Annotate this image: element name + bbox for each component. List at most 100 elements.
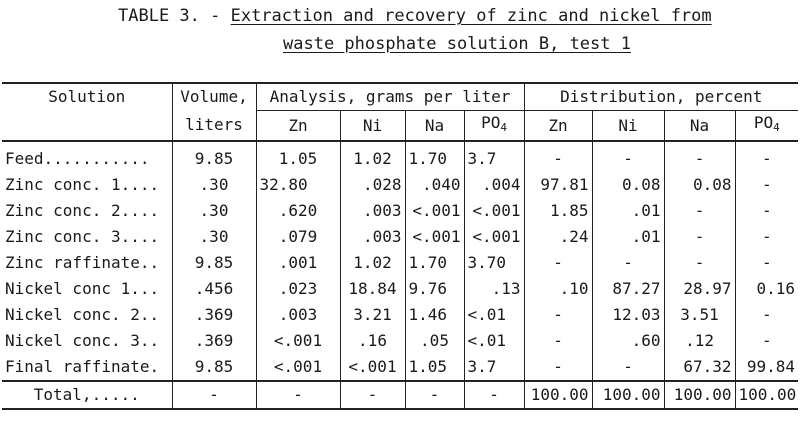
cell-distribution-na: 100.00	[663, 380, 736, 410]
cell-volume: .369	[171, 302, 256, 328]
table-row: Zinc conc. 2.... .30 .620 .003 <.001 <.0…	[2, 198, 799, 224]
cell-distribution-zn: 97.81	[523, 172, 593, 198]
cell-analysis-zn: .023	[255, 276, 340, 302]
cell-analysis-zn: -	[255, 380, 340, 410]
cell-analysis-zn: .620	[255, 198, 340, 224]
cell-distribution-po4: 100.00	[734, 380, 799, 410]
cell-distribution-po4: -	[734, 302, 799, 328]
cell-distribution-zn: .10	[523, 276, 593, 302]
cell-analysis-na: .05	[404, 328, 464, 354]
table-row: Nickel conc. 2.. .369 .003 3.21 1.46 <.0…	[2, 302, 799, 328]
col-header-analysis-zn: Zn	[255, 110, 340, 142]
cell-distribution-ni: .01	[591, 224, 665, 250]
cell-distribution-ni: -	[591, 141, 665, 172]
col-header-volume: Volume,	[171, 82, 256, 111]
col-header-distribution-zn: Zn	[523, 110, 593, 142]
cell-distribution-po4: 0.16	[734, 276, 799, 302]
po-subscript: 4	[773, 121, 780, 134]
cell-distribution-zn: -	[523, 354, 593, 381]
cell-analysis-zn: .001	[255, 250, 340, 276]
cell-volume: .30	[171, 172, 256, 198]
col-group-distribution: Distribution, percent	[523, 82, 799, 111]
cell-distribution-zn: -	[523, 328, 593, 354]
cell-analysis-zn: .003	[255, 302, 340, 328]
cell-volume: 9.85	[171, 141, 256, 172]
col-header-analysis-po4: PO4	[463, 110, 525, 142]
col-header-solution: Solution	[2, 82, 172, 111]
po-subscript: 4	[500, 121, 507, 134]
col-group-analysis: Analysis, grams per liter	[255, 82, 525, 111]
cell-solution: Total,.....	[2, 380, 172, 410]
cell-analysis-ni: 1.02	[339, 250, 405, 276]
cell-analysis-po4: 3.7	[463, 354, 525, 381]
col-header-volume-unit: liters	[171, 110, 256, 142]
cell-distribution-zn: -	[523, 141, 593, 172]
header-row-2: liters Zn Ni Na PO4 Zn Ni Na PO4	[2, 110, 799, 142]
cell-distribution-po4: -	[734, 172, 799, 198]
cell-volume: 9.85	[171, 250, 256, 276]
cell-distribution-ni: .01	[591, 198, 665, 224]
cell-analysis-na: 1.46	[404, 302, 464, 328]
cell-analysis-po4: 3.7	[463, 141, 525, 172]
cell-analysis-po4: <.01	[463, 302, 525, 328]
cell-distribution-zn: -	[523, 250, 593, 276]
cell-distribution-po4: -	[734, 224, 799, 250]
cell-solution: Nickel conc. 2..	[5, 305, 160, 324]
cell-solution: Zinc conc. 1....	[5, 175, 160, 194]
cell-volume: .30	[171, 224, 256, 250]
cell-solution: Zinc conc. 3....	[5, 227, 160, 246]
cell-analysis-ni: 1.02	[339, 141, 405, 172]
cell-distribution-na: 67.32	[663, 354, 736, 381]
cell-solution: Feed...........	[5, 149, 150, 168]
col-header-distribution-na: Na	[663, 110, 736, 142]
cell-distribution-zn: -	[523, 302, 593, 328]
cell-analysis-zn: <.001	[255, 328, 340, 354]
col-header-analysis-na: Na	[404, 110, 464, 142]
cell-analysis-po4: <.001	[463, 198, 525, 224]
cell-distribution-zn: 1.85	[523, 198, 593, 224]
title-line-1: TABLE 3. - Extraction and recovery of zi…	[118, 6, 712, 26]
cell-analysis-na: <.001	[404, 224, 464, 250]
cell-analysis-ni: 18.84	[339, 276, 405, 302]
cell-solution: Nickel conc 1...	[5, 279, 160, 298]
cell-solution: Final raffinate.	[5, 357, 160, 376]
cell-analysis-ni: <.001	[339, 354, 405, 381]
cell-volume: -	[171, 380, 256, 410]
title-text-line-2: waste phosphate solution B, test 1	[283, 34, 631, 54]
header-row-1: Solution Volume, Analysis, grams per lit…	[2, 82, 799, 111]
cell-volume: .369	[171, 328, 256, 354]
cell-analysis-po4: .004	[463, 172, 525, 198]
po-label: PO	[753, 113, 774, 132]
cell-distribution-po4: -	[734, 141, 799, 172]
table-row: Final raffinate. 9.85 <.001 <.001 1.05 3…	[2, 354, 799, 381]
title-text-line-1: Extraction and recovery of zinc and nick…	[230, 6, 712, 26]
col-header-analysis-ni: Ni	[339, 110, 405, 142]
cell-distribution-zn: .24	[523, 224, 593, 250]
col-header-distribution-po4: PO4	[734, 110, 799, 142]
cell-distribution-po4: -	[734, 198, 799, 224]
col-header-distribution-ni: Ni	[591, 110, 665, 142]
cell-solution: Nickel conc. 3..	[5, 331, 160, 350]
cell-distribution-ni: .60	[591, 328, 665, 354]
table-row-total: Total,..... - - - - - 100.00 100.00 100.…	[2, 380, 799, 410]
cell-analysis-po4: <.001	[463, 224, 525, 250]
cell-solution: Zinc raffinate..	[5, 253, 160, 272]
col-header-solution-blank	[2, 110, 172, 142]
cell-volume: 9.85	[171, 354, 256, 381]
cell-distribution-ni: 100.00	[591, 380, 665, 410]
table-label: TABLE 3. -	[118, 6, 231, 26]
cell-analysis-po4: <.01	[463, 328, 525, 354]
cell-analysis-na: 9.76	[404, 276, 464, 302]
cell-distribution-ni: -	[591, 250, 665, 276]
cell-solution: Zinc conc. 2....	[5, 201, 160, 220]
cell-analysis-po4: 3.70	[463, 250, 525, 276]
cell-distribution-na: 28.97	[663, 276, 736, 302]
cell-analysis-zn: 32.80	[255, 172, 340, 198]
cell-analysis-ni: .003	[339, 198, 405, 224]
cell-analysis-na: 1.70	[404, 141, 464, 172]
cell-analysis-zn: <.001	[255, 354, 340, 381]
cell-analysis-po4: -	[463, 380, 525, 410]
cell-distribution-na: 3.51	[663, 302, 736, 328]
table-row: Feed........... 9.85 1.05 1.02 1.70 3.7 …	[2, 141, 799, 172]
cell-distribution-ni: 87.27	[591, 276, 665, 302]
